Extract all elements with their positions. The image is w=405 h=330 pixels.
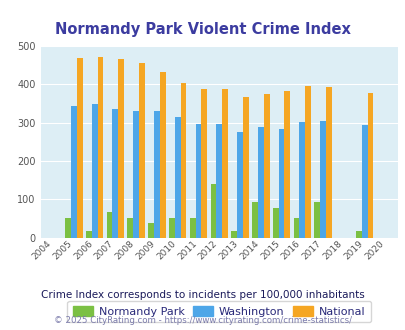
Bar <box>320 121 325 238</box>
Bar <box>210 184 216 238</box>
Bar <box>71 106 77 238</box>
Bar <box>252 202 257 238</box>
Bar <box>263 94 269 238</box>
Bar <box>112 109 118 238</box>
Bar <box>175 117 180 238</box>
Bar <box>361 125 367 238</box>
Bar <box>107 212 112 238</box>
Bar <box>195 123 201 238</box>
Bar <box>298 122 305 238</box>
Bar <box>367 92 373 238</box>
Bar <box>160 72 165 238</box>
Bar <box>201 89 207 238</box>
Bar <box>278 129 284 238</box>
Bar <box>189 218 195 238</box>
Bar <box>216 123 222 238</box>
Bar <box>153 111 160 238</box>
Bar <box>293 218 298 238</box>
Bar <box>231 231 237 238</box>
Bar <box>127 218 133 238</box>
Text: Normandy Park Violent Crime Index: Normandy Park Violent Crime Index <box>55 22 350 37</box>
Bar <box>257 127 263 238</box>
Bar <box>355 231 361 238</box>
Bar <box>325 87 331 238</box>
Bar <box>242 97 248 238</box>
Bar <box>118 59 124 238</box>
Text: Crime Index corresponds to incidents per 100,000 inhabitants: Crime Index corresponds to incidents per… <box>41 290 364 300</box>
Bar <box>133 111 139 238</box>
Bar <box>305 85 310 238</box>
Bar <box>148 223 153 238</box>
Bar <box>77 58 82 238</box>
Bar <box>272 208 278 238</box>
Bar <box>284 91 290 238</box>
Bar <box>92 104 97 238</box>
Bar <box>222 89 227 238</box>
Bar <box>65 218 71 238</box>
Text: © 2025 CityRating.com - https://www.cityrating.com/crime-statistics/: © 2025 CityRating.com - https://www.city… <box>54 315 351 325</box>
Legend: Normandy Park, Washington, National: Normandy Park, Washington, National <box>67 301 370 322</box>
Bar <box>313 202 320 238</box>
Bar <box>168 218 175 238</box>
Bar <box>180 82 186 238</box>
Bar <box>97 56 103 238</box>
Bar <box>86 231 92 238</box>
Bar <box>139 63 145 238</box>
Bar <box>237 132 242 238</box>
